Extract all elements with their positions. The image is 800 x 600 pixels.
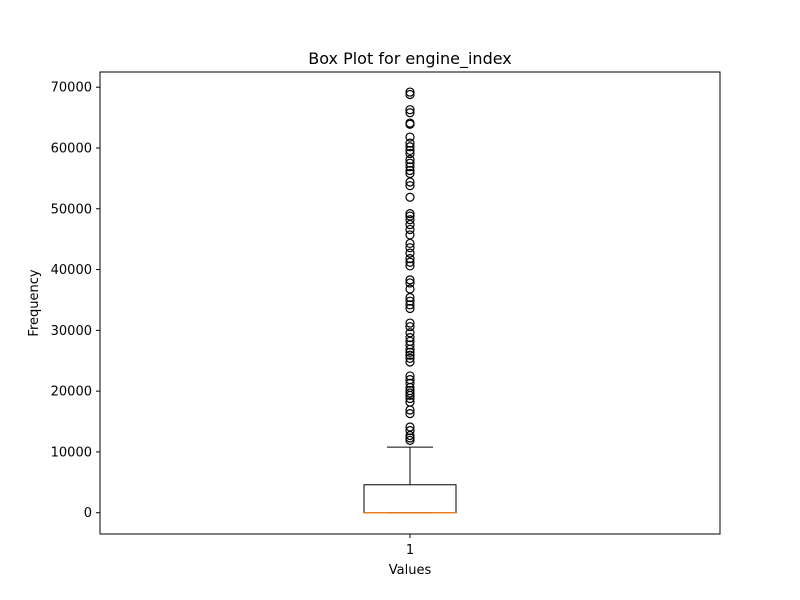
outlier-point [405, 378, 415, 388]
outlier-point [405, 426, 415, 436]
outlier-point [405, 257, 415, 267]
y-axis: 0 10000 20000 30000 40000 50000 60000 70000 [51, 81, 100, 521]
outlier-point [405, 154, 415, 165]
outlier-point [405, 142, 415, 152]
outlier-point [405, 108, 415, 118]
outlier-point [405, 162, 415, 172]
outlier-point [405, 209, 415, 219]
outlier-point [405, 148, 415, 159]
y-tick-label: 60000 [51, 141, 92, 156]
outlier-point [405, 409, 415, 419]
outlier-point [405, 374, 415, 385]
outlier-point [405, 303, 415, 314]
outlier-point [405, 347, 415, 357]
box-element [363, 446, 457, 514]
outliers [405, 87, 415, 445]
outlier-point [405, 230, 415, 240]
outlier-point [405, 138, 415, 148]
outlier-point [405, 433, 415, 443]
outlier-point [405, 145, 415, 156]
outlier-point [405, 158, 415, 168]
outlier-point [405, 254, 415, 264]
outlier-point [405, 278, 415, 288]
y-axis-label: Frequency [27, 269, 42, 336]
outlier-point [405, 435, 415, 445]
outlier-point [405, 87, 415, 97]
y-tick-label: 20000 [51, 385, 92, 400]
outlier-point [405, 165, 415, 176]
outlier-point [405, 168, 415, 179]
outlier-point [405, 118, 415, 128]
outlier-point [405, 328, 415, 338]
y-tick-label: 40000 [51, 263, 92, 278]
outlier-point [405, 192, 415, 202]
y-tick-label: 0 [84, 506, 92, 521]
outlier-point [405, 371, 415, 381]
outlier-point [405, 350, 415, 360]
outlier-point [405, 357, 415, 367]
outlier-point [405, 261, 415, 271]
y-tick-label: 10000 [51, 445, 92, 460]
x-tick-label: 1 [406, 543, 414, 558]
outlier-point [405, 284, 415, 294]
outlier-point [405, 333, 415, 343]
outlier-point [405, 322, 415, 332]
outlier-point [405, 296, 415, 306]
outlier-point [405, 243, 415, 253]
interquartile-box [363, 484, 457, 514]
outlier-point [405, 388, 415, 398]
outlier-point [405, 340, 415, 350]
outlier-point [405, 300, 415, 310]
outlier-point [405, 224, 415, 235]
x-axis-label: Values [389, 563, 432, 578]
outlier-point [405, 385, 415, 396]
y-tick-label: 50000 [51, 202, 92, 217]
chart-title: Box Plot for engine_index [308, 49, 512, 69]
outlier-point [405, 422, 415, 432]
outlier-point [405, 248, 415, 258]
outlier-point [405, 105, 415, 115]
x-axis: 1 [406, 534, 414, 558]
outlier-point [405, 132, 415, 142]
y-tick-label: 30000 [51, 324, 92, 339]
outlier-point [405, 275, 415, 285]
outlier-point [405, 318, 415, 328]
outlier-point [405, 397, 415, 407]
outlier-point [405, 181, 415, 191]
outlier-point [405, 89, 415, 100]
outlier-point [405, 215, 415, 225]
outlier-point [405, 211, 415, 221]
outlier-point [405, 353, 415, 363]
y-tick-label: 70000 [51, 81, 92, 96]
